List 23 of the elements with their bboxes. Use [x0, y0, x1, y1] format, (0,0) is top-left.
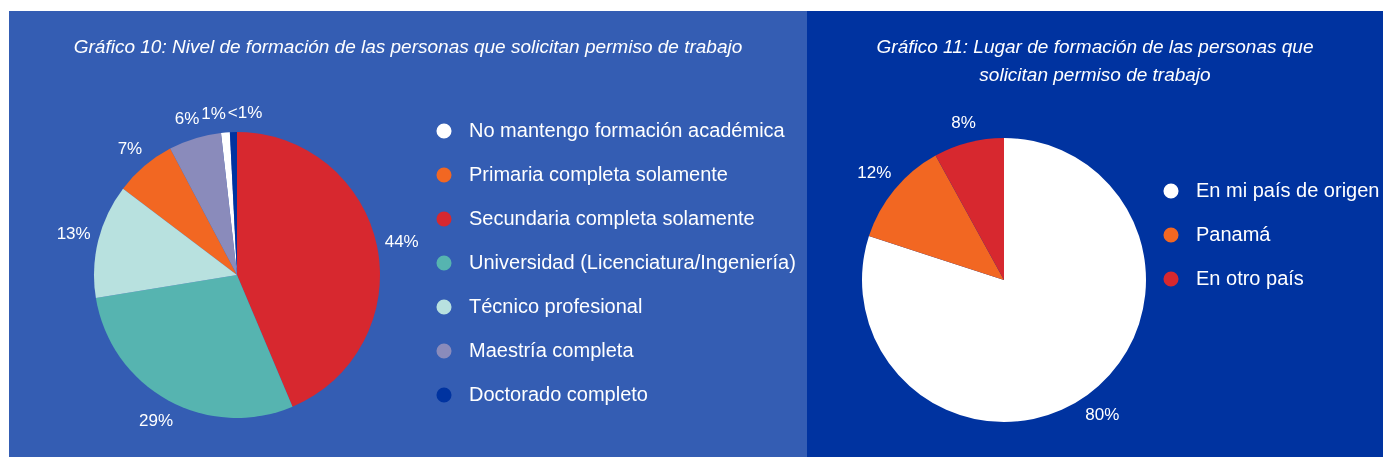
legend-label: En otro país: [1196, 267, 1304, 289]
data-label: 80%: [1085, 405, 1120, 425]
data-label: 44%: [384, 231, 419, 251]
data-label: 6%: [174, 108, 200, 128]
data-label: 29%: [139, 411, 174, 431]
chart-title: Gráfico 10: Nivel de formación de las personas que solicitan permiso de trabajo: [73, 36, 743, 57]
data-label: 7%: [117, 138, 143, 158]
legend-label: Universidad (Licenciatura/Ingeniería): [469, 251, 796, 273]
legend-label: Doctorado completo: [469, 383, 648, 405]
data-label: 13%: [56, 224, 91, 244]
legend-label: No mantengo formación académica: [469, 119, 786, 141]
data-label: <1%: [227, 103, 263, 123]
legend-label: Primaria completa solamente: [469, 163, 728, 185]
chart-title: Gráfico 11: Lugar de formación de las personas que solicitan permiso de trabajo: [876, 36, 1314, 85]
legend-label: Secundaria completa solamente: [469, 207, 755, 229]
data-label: 1%: [201, 103, 226, 123]
data-label: 8%: [951, 112, 976, 132]
legend-label: Técnico profesional: [469, 295, 643, 317]
data-label: 12%: [857, 162, 892, 182]
pie-slice: [935, 138, 1004, 280]
legend-label: Maestría completa: [469, 339, 635, 361]
legend-label: Panamá: [1196, 223, 1272, 245]
legend-label: En mi país de origen: [1196, 179, 1380, 201]
